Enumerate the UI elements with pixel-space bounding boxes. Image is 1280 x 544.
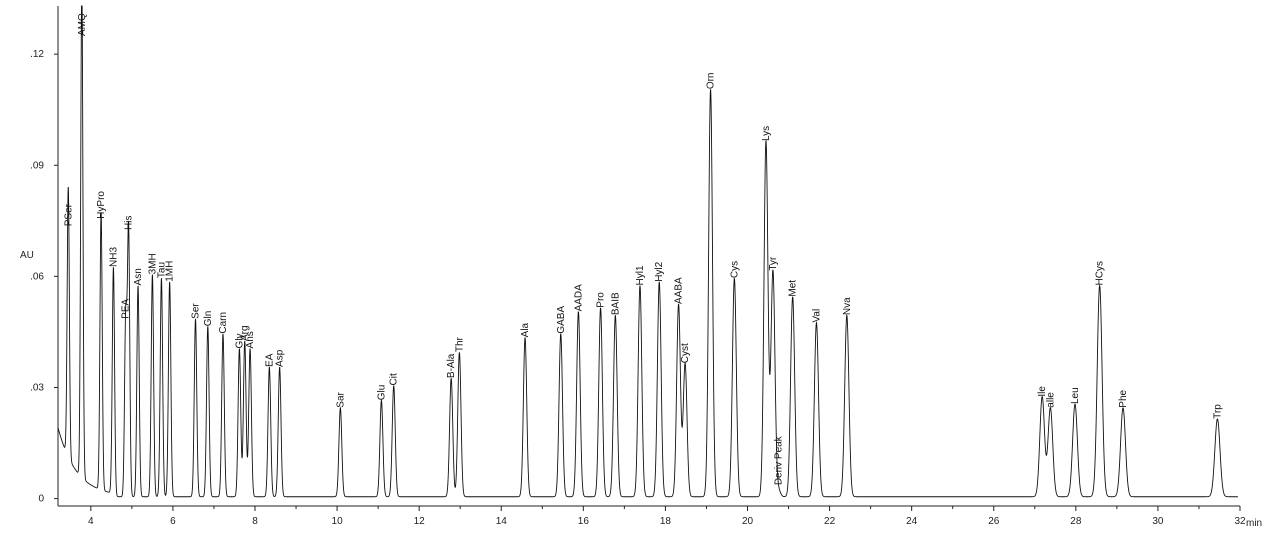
x-axis-unit-label: min [1246,518,1262,529]
x-axis-ticks: 4 6 8 10 12 14 16 18 20 22 24 26 28 30 32 [88,506,1246,527]
x-tick-label: 22 [824,516,836,527]
peak-label: Hyl1 [635,265,646,285]
x-tick-label: 32 [1234,516,1246,527]
x-tick-label: 26 [988,516,1000,527]
peak-label: PEA [121,298,132,318]
x-tick-label: 12 [414,516,426,527]
peak-label: Thr [454,336,465,352]
peak-label: Cit [389,373,400,385]
x-tick-label: 30 [1152,516,1164,527]
peak-label: Deriv Peak [773,435,784,485]
y-tick-label: .12 [30,49,44,60]
peak-label: Leu [1070,387,1081,404]
peak-label: Nva [842,297,853,315]
x-tick-label: 10 [332,516,344,527]
x-tick-label: 20 [742,516,754,527]
y-tick-label: .09 [30,160,44,171]
peak-label: Gly [234,333,245,348]
peak-label: Cyst [680,343,691,363]
peak-label: 3MH [147,253,158,274]
peak-label: His [124,215,135,229]
peak-label: Gln [203,311,214,327]
peak-label: Cys [729,261,740,278]
y-axis-ticks: 0 .03 .06 .09 .12 [30,49,58,505]
peak-label: Glu [376,385,387,401]
peak-label: HyPro [96,191,107,219]
y-tick-label: .06 [30,271,44,282]
peak-label: NH3 [108,247,119,267]
peak-label: Carn [218,312,229,334]
x-tick-label: 14 [496,516,508,527]
peak-label: Orn [706,73,717,90]
peak-label: Val [811,309,822,323]
peak-label: HCys [1095,261,1106,285]
peak-label: Tyr [768,256,779,271]
y-tick-label: .03 [30,382,44,393]
peak-label: Met [788,280,799,297]
peak-label: Asp [275,349,286,367]
peak-label: B-Ala [446,353,457,378]
x-tick-label: 6 [170,516,176,527]
peak-label: Hyl2 [654,261,665,281]
peak-label: Ala [520,322,531,337]
x-tick-label: 24 [906,516,918,527]
peak-label: PSer [63,203,74,226]
peak-label: AABA [674,277,685,304]
peak-label: AADA [573,284,584,312]
peak-label: alle [1045,392,1056,408]
peak-label: BAIB [610,292,621,315]
peak-label: AMQ [77,13,88,36]
peak-label: Trp [1212,404,1223,419]
peak-label: Ile [1037,386,1048,397]
y-tick-label: 0 [38,494,44,505]
y-axis-label: AU [20,250,34,261]
peak-label: GABA [556,306,567,334]
x-tick-label: 18 [660,516,672,527]
peak-label: Ans [245,331,256,348]
chromatogram-trace [57,5,1238,498]
peak-label: Arg [240,325,251,341]
peak-label: Phe [1118,389,1129,407]
peak-label: Tau [156,262,167,278]
peak-label: Lys [761,126,772,141]
peak-label: 1MH [165,261,176,282]
x-tick-label: 28 [1070,516,1082,527]
x-tick-label: 16 [578,516,590,527]
x-tick-label: 8 [252,516,258,527]
peak-label: Pro [596,292,607,308]
x-tick-label: 4 [88,516,94,527]
peak-label: Asn [133,268,144,285]
peak-label: EA [264,353,275,367]
peak-label: Sar [335,391,346,407]
peak-label: Ser [190,303,201,319]
